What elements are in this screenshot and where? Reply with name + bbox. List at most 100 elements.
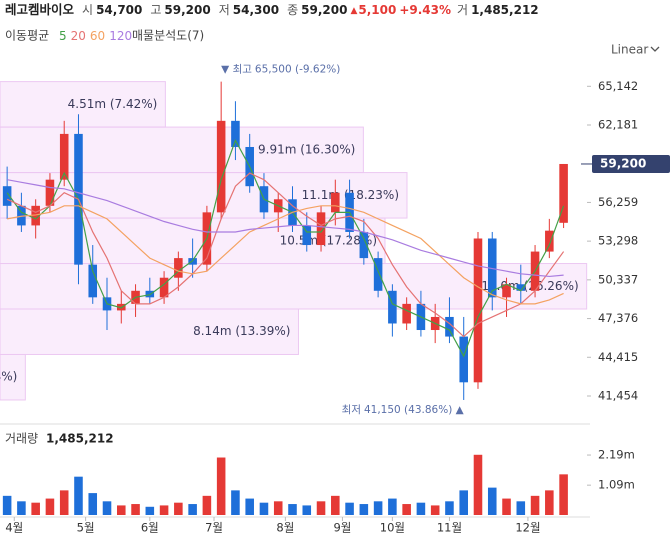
candle-body xyxy=(216,120,226,213)
x-tick-label: 4월 xyxy=(5,521,23,535)
header-item: 59,200 xyxy=(164,3,210,17)
volume-profile-label: 4.51m (7.42%) xyxy=(68,97,158,111)
candle-body xyxy=(159,277,169,298)
volume-bar xyxy=(445,501,454,515)
header-text: 레고켐바이오 시 54,700 고 59,200 저 54,300 종 59,200 ▲5,100… xyxy=(5,2,539,17)
ma-label: 이동평균 xyxy=(5,29,49,43)
volume-bar xyxy=(530,495,540,515)
header-item: 종 xyxy=(287,3,298,17)
volume-total: 1,485,212 xyxy=(46,432,114,446)
price-annotation: ▼ 최고 65,500 (-9.62%) xyxy=(221,64,340,76)
header-item: 레고켐바이오 xyxy=(5,2,75,17)
volume-bar xyxy=(559,474,568,515)
header-item: 1,485,212 xyxy=(471,3,539,17)
volume-bar xyxy=(31,502,40,515)
volume-bar xyxy=(316,501,326,515)
candle-body xyxy=(545,230,554,252)
annotation-text: 65,500 (-9.62%) xyxy=(255,64,340,76)
volume-bar xyxy=(502,498,511,515)
candle-body xyxy=(402,303,411,324)
header-item: 거 xyxy=(457,3,468,17)
candle-body xyxy=(373,258,383,291)
last-price-label: 59,200 xyxy=(600,156,646,170)
header-item: 시 xyxy=(82,3,93,17)
volume-bar xyxy=(273,501,283,515)
header-item: 59,200 xyxy=(301,3,347,17)
volume-bar xyxy=(487,487,497,515)
candle-body xyxy=(459,336,468,383)
volume-bar xyxy=(373,501,383,515)
y-tick-label: 44,415 xyxy=(598,350,638,364)
x-tick-label: 11월 xyxy=(437,521,462,535)
y-tick-label: 47,376 xyxy=(598,311,638,325)
y-tick-label: 56,259 xyxy=(598,195,638,209)
y-tick-label: 65,142 xyxy=(598,79,638,93)
y-tick-label: 41,454 xyxy=(598,388,638,402)
x-tick-label: 7월 xyxy=(205,521,223,535)
legend-entry: 20 xyxy=(71,29,86,43)
volume-bar xyxy=(288,504,297,515)
y-tick-label: 62,181 xyxy=(598,118,638,132)
candle-body xyxy=(31,205,40,226)
volume-bar xyxy=(131,504,140,515)
volume-bar xyxy=(345,502,354,515)
volume-bar xyxy=(88,493,98,515)
moving-average xyxy=(7,179,564,278)
annotation-label: 최고 xyxy=(233,64,253,76)
header-item: +9.43% xyxy=(399,3,451,17)
marker: ▲ xyxy=(452,404,464,416)
volume-bar xyxy=(117,505,126,515)
candle-body xyxy=(302,225,312,246)
volume-profile-label: 9.91m (16.30%) xyxy=(258,142,355,156)
candle-body xyxy=(502,284,511,298)
legend-entry: 60 xyxy=(90,29,105,43)
volume-profile-label: 691k (1.14%) xyxy=(0,370,17,384)
volume-bar xyxy=(259,502,269,515)
x-tick-label: 10월 xyxy=(380,521,405,535)
x-tick-label: 12월 xyxy=(515,521,540,535)
candle-body xyxy=(473,238,483,383)
volume-profile-bar xyxy=(0,81,166,128)
header-item: 54,700 xyxy=(96,3,142,17)
legend-entry: 120 xyxy=(109,29,132,43)
candle-body xyxy=(17,205,26,226)
volume-bar xyxy=(459,490,468,515)
volume-profile-bar xyxy=(0,353,26,401)
y-tick-label: 1.09m xyxy=(598,478,635,492)
candle-body xyxy=(487,238,497,298)
candle-body xyxy=(59,133,69,180)
volume-bar xyxy=(17,501,26,515)
volume-bar xyxy=(74,476,83,515)
candle-body xyxy=(88,264,98,298)
candle-body xyxy=(316,212,326,246)
scale-toggle[interactable]: Linear xyxy=(611,43,648,57)
moving-average xyxy=(6,138,565,358)
y-tick-label: 53,298 xyxy=(598,234,638,248)
volume-bar xyxy=(545,490,554,515)
last-price-box xyxy=(592,154,670,173)
header-item: 고 xyxy=(150,3,161,17)
moving-average xyxy=(6,172,565,338)
chevron xyxy=(650,46,660,52)
volume-bar xyxy=(159,505,169,515)
candle-body xyxy=(45,179,55,206)
volume-bar xyxy=(516,501,526,515)
x-tick-label: 8월 xyxy=(276,521,294,535)
candle-body xyxy=(516,284,526,291)
header-item: 5,100 xyxy=(358,3,396,17)
volume-bar xyxy=(145,506,155,515)
legend-entry: 5 xyxy=(59,29,67,43)
volume-bar xyxy=(231,490,240,515)
candle-body xyxy=(359,231,369,259)
analysis-label[interactable]: 매물분석도(7) xyxy=(132,29,204,43)
moving-average xyxy=(7,205,564,305)
header-item: 54,300 xyxy=(233,3,279,17)
volume-bar xyxy=(473,454,483,515)
y-tick-label: 2.19m xyxy=(598,448,635,462)
volume-bar xyxy=(59,490,69,515)
x-tick-label: 6월 xyxy=(141,521,159,535)
header: 레고켐바이오 시 54,700 고 59,200 저 54,300 종 59,200 ▲5,100… xyxy=(5,2,539,17)
candle-body xyxy=(174,258,183,278)
volume-bar xyxy=(302,505,312,515)
